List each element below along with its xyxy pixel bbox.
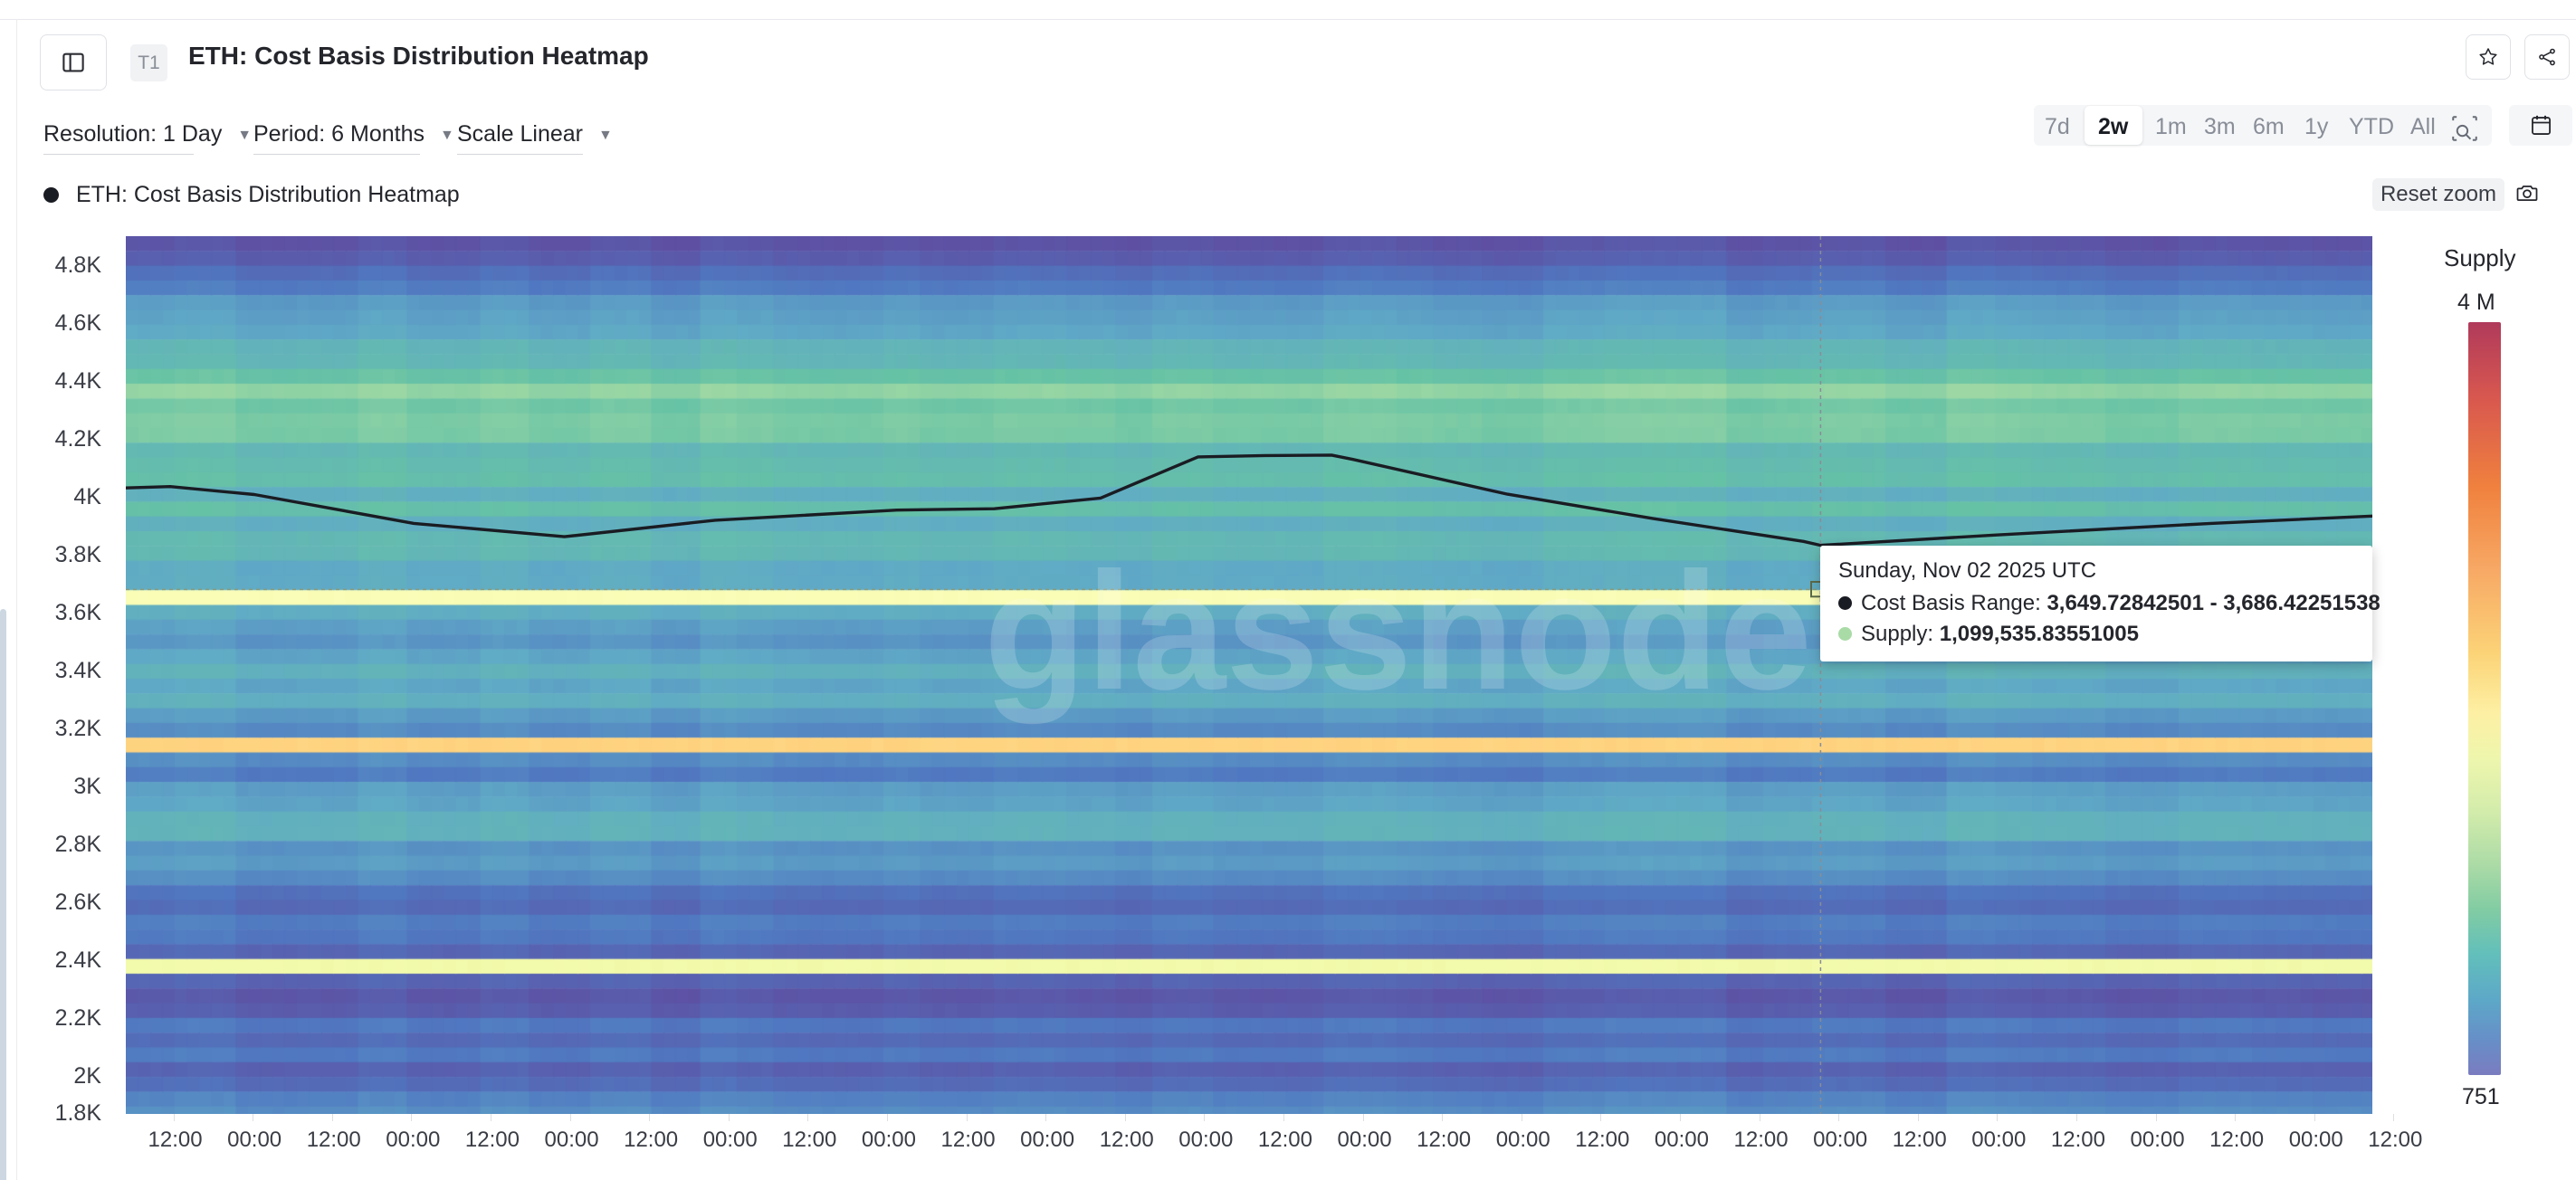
svg-text:glassnode: glassnode <box>984 538 1812 725</box>
